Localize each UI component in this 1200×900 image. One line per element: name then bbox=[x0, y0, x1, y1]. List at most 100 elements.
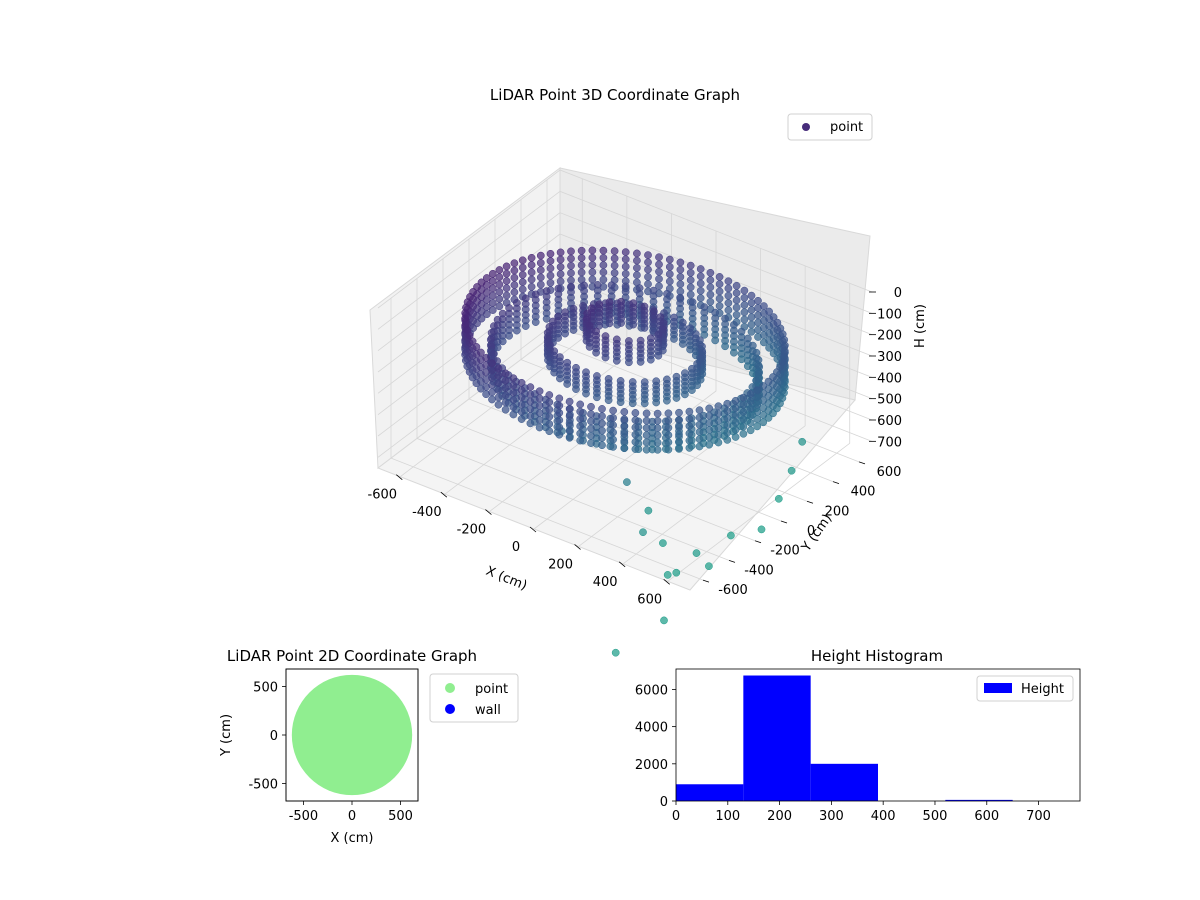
data-point-3d bbox=[535, 394, 544, 403]
data-point-3d bbox=[665, 263, 674, 271]
data-point-3d bbox=[598, 426, 606, 435]
data-point-3d bbox=[536, 259, 545, 267]
data-point-3d bbox=[620, 444, 629, 453]
data-point-3d bbox=[576, 407, 585, 416]
data-point-3d bbox=[640, 399, 649, 408]
points-2d bbox=[291, 674, 413, 796]
y-tick-mark-3d bbox=[780, 520, 788, 524]
data-point-3d bbox=[715, 302, 724, 310]
data-point-3d bbox=[633, 256, 641, 265]
y-tick-mark-3d bbox=[832, 481, 840, 484]
data-point-3d bbox=[577, 261, 586, 270]
data-point-3d bbox=[611, 648, 620, 657]
data-point-3d bbox=[676, 265, 685, 274]
data-point-3d bbox=[723, 407, 732, 415]
grid-line-y bbox=[416, 278, 730, 561]
y-tick-label-hist: 6000 bbox=[635, 683, 668, 698]
data-point-3d bbox=[531, 318, 540, 326]
data-point-3d bbox=[488, 381, 496, 389]
data-point-3d bbox=[696, 279, 705, 288]
y-tick-label-hist: 4000 bbox=[635, 721, 668, 736]
data-point-3d bbox=[676, 273, 685, 281]
data-point-3d bbox=[760, 302, 768, 310]
data-point-3d bbox=[587, 439, 595, 447]
data-point-3d bbox=[546, 249, 555, 258]
data-point-3d bbox=[536, 266, 545, 274]
data-point-3d bbox=[598, 405, 606, 413]
data-point-3d bbox=[686, 276, 695, 284]
data-point-3d bbox=[526, 412, 535, 420]
data-point-3d bbox=[715, 273, 724, 281]
data-point-3d bbox=[740, 286, 749, 295]
data-point-3d bbox=[753, 415, 762, 424]
x-tick-label-2d: 0 bbox=[348, 809, 356, 824]
data-point-3d bbox=[653, 424, 662, 432]
data-point-3d bbox=[631, 409, 640, 417]
data-point-3d bbox=[640, 324, 649, 332]
data-point-3d bbox=[588, 246, 597, 255]
x-tick-mark-3d bbox=[618, 561, 626, 568]
x-tick-label-2d: -500 bbox=[289, 809, 319, 824]
legend-2d-point-label: point bbox=[475, 682, 508, 697]
data-point-3d bbox=[642, 438, 651, 447]
data-point-3d bbox=[706, 268, 715, 277]
data-point-3d bbox=[633, 264, 641, 272]
data-point-3d bbox=[695, 413, 704, 422]
data-point-3d bbox=[740, 308, 749, 317]
data-point-3d bbox=[746, 397, 755, 406]
x-tick-label-3d: 600 bbox=[637, 592, 662, 607]
data-point-3d bbox=[685, 407, 694, 416]
data-point-3d bbox=[620, 408, 629, 416]
grid-line-z bbox=[377, 190, 873, 330]
data-point-3d bbox=[545, 398, 554, 407]
data-point-3d bbox=[639, 528, 647, 537]
data-point-3d bbox=[787, 466, 796, 475]
data-point-3d bbox=[576, 400, 585, 409]
data-point-3d bbox=[723, 421, 732, 430]
data-point-3d bbox=[723, 428, 732, 437]
data-point-3d bbox=[518, 270, 527, 279]
data-point-3d bbox=[732, 296, 741, 305]
ticks-3d: -600-400-2000200400600-600-400-200020040… bbox=[368, 286, 902, 607]
data-point-3d bbox=[731, 404, 740, 412]
data-point-3d bbox=[723, 436, 732, 444]
data-point-3d bbox=[631, 438, 640, 446]
data-point-3d bbox=[753, 408, 762, 416]
grid-line-y bbox=[468, 239, 782, 522]
legend-3d-marker bbox=[802, 123, 810, 131]
legend-histogram-swatch bbox=[984, 683, 1012, 693]
z-tick-label-3d: 200 bbox=[877, 329, 902, 344]
data-point-3d bbox=[565, 404, 574, 413]
data-point-3d bbox=[747, 306, 756, 314]
data-point-3d bbox=[739, 393, 748, 402]
data-point-3d bbox=[746, 419, 755, 427]
data-point-3d bbox=[695, 420, 704, 429]
y-tick-label-hist: 2000 bbox=[635, 758, 668, 773]
data-point-3d bbox=[731, 433, 740, 441]
data-point-3d bbox=[556, 277, 565, 286]
data-point-3d bbox=[527, 261, 536, 269]
data-point-3d bbox=[502, 291, 511, 300]
data-point-3d bbox=[599, 261, 608, 269]
y-tick-label-3d: 0 bbox=[807, 524, 815, 539]
x-tick-label-2d: 500 bbox=[388, 809, 413, 824]
y-tick-label-2d: -500 bbox=[248, 778, 278, 793]
data-point-3d bbox=[561, 329, 569, 338]
data-point-3d bbox=[509, 403, 518, 412]
data-point-3d bbox=[556, 270, 565, 278]
data-point-3d bbox=[705, 562, 713, 571]
data-point-3d bbox=[477, 348, 485, 357]
data-point-3d bbox=[546, 278, 555, 287]
data-point-3d bbox=[510, 281, 519, 289]
legend-histogram: Height bbox=[976, 675, 1074, 702]
data-point-3d bbox=[576, 422, 585, 430]
data-point-3d bbox=[501, 369, 510, 378]
data-point-3d bbox=[536, 251, 545, 260]
data-point-3d bbox=[664, 409, 673, 418]
data-point-3d bbox=[715, 287, 724, 296]
data-point-3d bbox=[644, 251, 652, 259]
data-point-3d bbox=[642, 431, 651, 440]
data-point-3d bbox=[620, 437, 629, 445]
data-point-3d bbox=[495, 266, 504, 274]
data-point-3d bbox=[653, 416, 662, 425]
